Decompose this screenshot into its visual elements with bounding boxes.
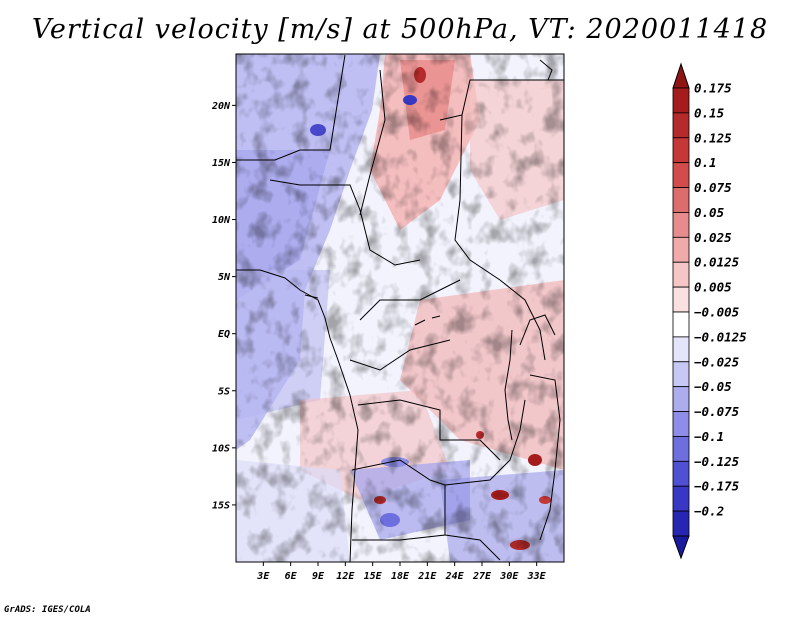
- colorbar-swatch: [672, 87, 690, 114]
- lat-tick-label: 20N: [211, 101, 231, 112]
- colorbar-swatch: [672, 137, 690, 164]
- colorbar-swatch: [672, 510, 690, 537]
- colorbar-label: 0.075: [694, 180, 732, 195]
- lon-tick-label: 15E: [364, 571, 383, 582]
- colorbar-swatch: [672, 236, 690, 263]
- colorbar-swatch: [672, 187, 690, 213]
- colorbar-swatch: [672, 361, 690, 388]
- colorbar-label: −0.175: [694, 479, 740, 494]
- lat-tick-label: 10N: [212, 215, 231, 226]
- colorbar-label: 0.005: [694, 280, 732, 295]
- colorbar-swatch: [672, 460, 690, 487]
- lon-tick-label: 30E: [499, 571, 519, 582]
- colorbar-swatch: [672, 411, 690, 437]
- colorbar-label: −0.075: [694, 404, 740, 419]
- colorbar-swatch: [672, 436, 690, 462]
- lat-tick-label: 10S: [212, 443, 230, 454]
- colorbar-top-arrow: [672, 62, 690, 89]
- coastlines-and-borders: [236, 54, 564, 562]
- lon-tick-label: 21E: [417, 571, 437, 582]
- colorbar-label: 0.025: [694, 230, 732, 245]
- colorbar-swatch: [672, 386, 690, 412]
- latitude-axis: 20N 15N 10N 5N EQ 5S 10S 15S: [211, 101, 236, 511]
- lat-tick-label: 15S: [212, 500, 230, 511]
- lon-tick-label: 24E: [445, 571, 465, 582]
- lon-tick-label: 3E: [256, 571, 270, 582]
- lon-tick-label: 12E: [336, 571, 355, 582]
- velocity-field: [236, 54, 564, 562]
- lon-tick-label: 18E: [391, 571, 410, 582]
- colorbar-label: −0.2: [694, 504, 724, 519]
- colorbar-label: 0.0125: [694, 255, 740, 270]
- colorbar-swatch: [672, 112, 690, 139]
- colorbar-label: 0.1: [694, 155, 717, 170]
- colorbar-bottom-arrow: [672, 535, 690, 560]
- colorbar-swatch: [672, 261, 690, 288]
- colorbar-label: 0.05: [694, 205, 725, 220]
- colorbar-swatch: [672, 336, 690, 363]
- colorbar-swatch: [672, 311, 690, 338]
- colorbar-label: 0.175: [694, 81, 732, 96]
- colorbar-swatch: [672, 162, 690, 188]
- lat-tick-label: 5N: [218, 272, 231, 283]
- colorbar-swatch: [672, 485, 690, 512]
- lat-tick-label: 15N: [212, 158, 231, 169]
- grads-credit: GrADS: IGES/COLA: [4, 605, 91, 615]
- colorbar: 0.175 0.15 0.125 0.1 0.075 0.05 0.025 0.0125 0.0…: [672, 62, 747, 560]
- lon-tick-label: 9E: [312, 571, 325, 582]
- colorbar-label: 0.125: [694, 130, 732, 145]
- lat-tick-label: 5S: [218, 386, 230, 397]
- colorbar-label: −0.1: [694, 429, 724, 444]
- colorbar-label: −0.005: [694, 305, 740, 320]
- colorbar-label: −0.05: [694, 379, 732, 394]
- colorbar-swatch: [672, 286, 690, 313]
- colorbar-label: −0.0125: [694, 329, 747, 344]
- colorbar-swatch: [672, 212, 690, 238]
- colorbar-label: −0.125: [694, 454, 740, 469]
- colorbar-label: −0.025: [694, 354, 740, 369]
- lon-tick-label: 33E: [527, 571, 547, 582]
- lon-tick-label: 6E: [285, 571, 298, 582]
- map-title: Vertical velocity [m/s] at 500hPa, VT: 2…: [31, 14, 769, 45]
- colorbar-label: 0.15: [694, 105, 725, 120]
- lat-tick-label: EQ: [218, 329, 230, 340]
- lon-tick-label: 27E: [472, 571, 492, 582]
- longitude-axis: 3E 6E 9E 12E 15E 18E 21E 24E 27E 30E 33E: [256, 562, 547, 582]
